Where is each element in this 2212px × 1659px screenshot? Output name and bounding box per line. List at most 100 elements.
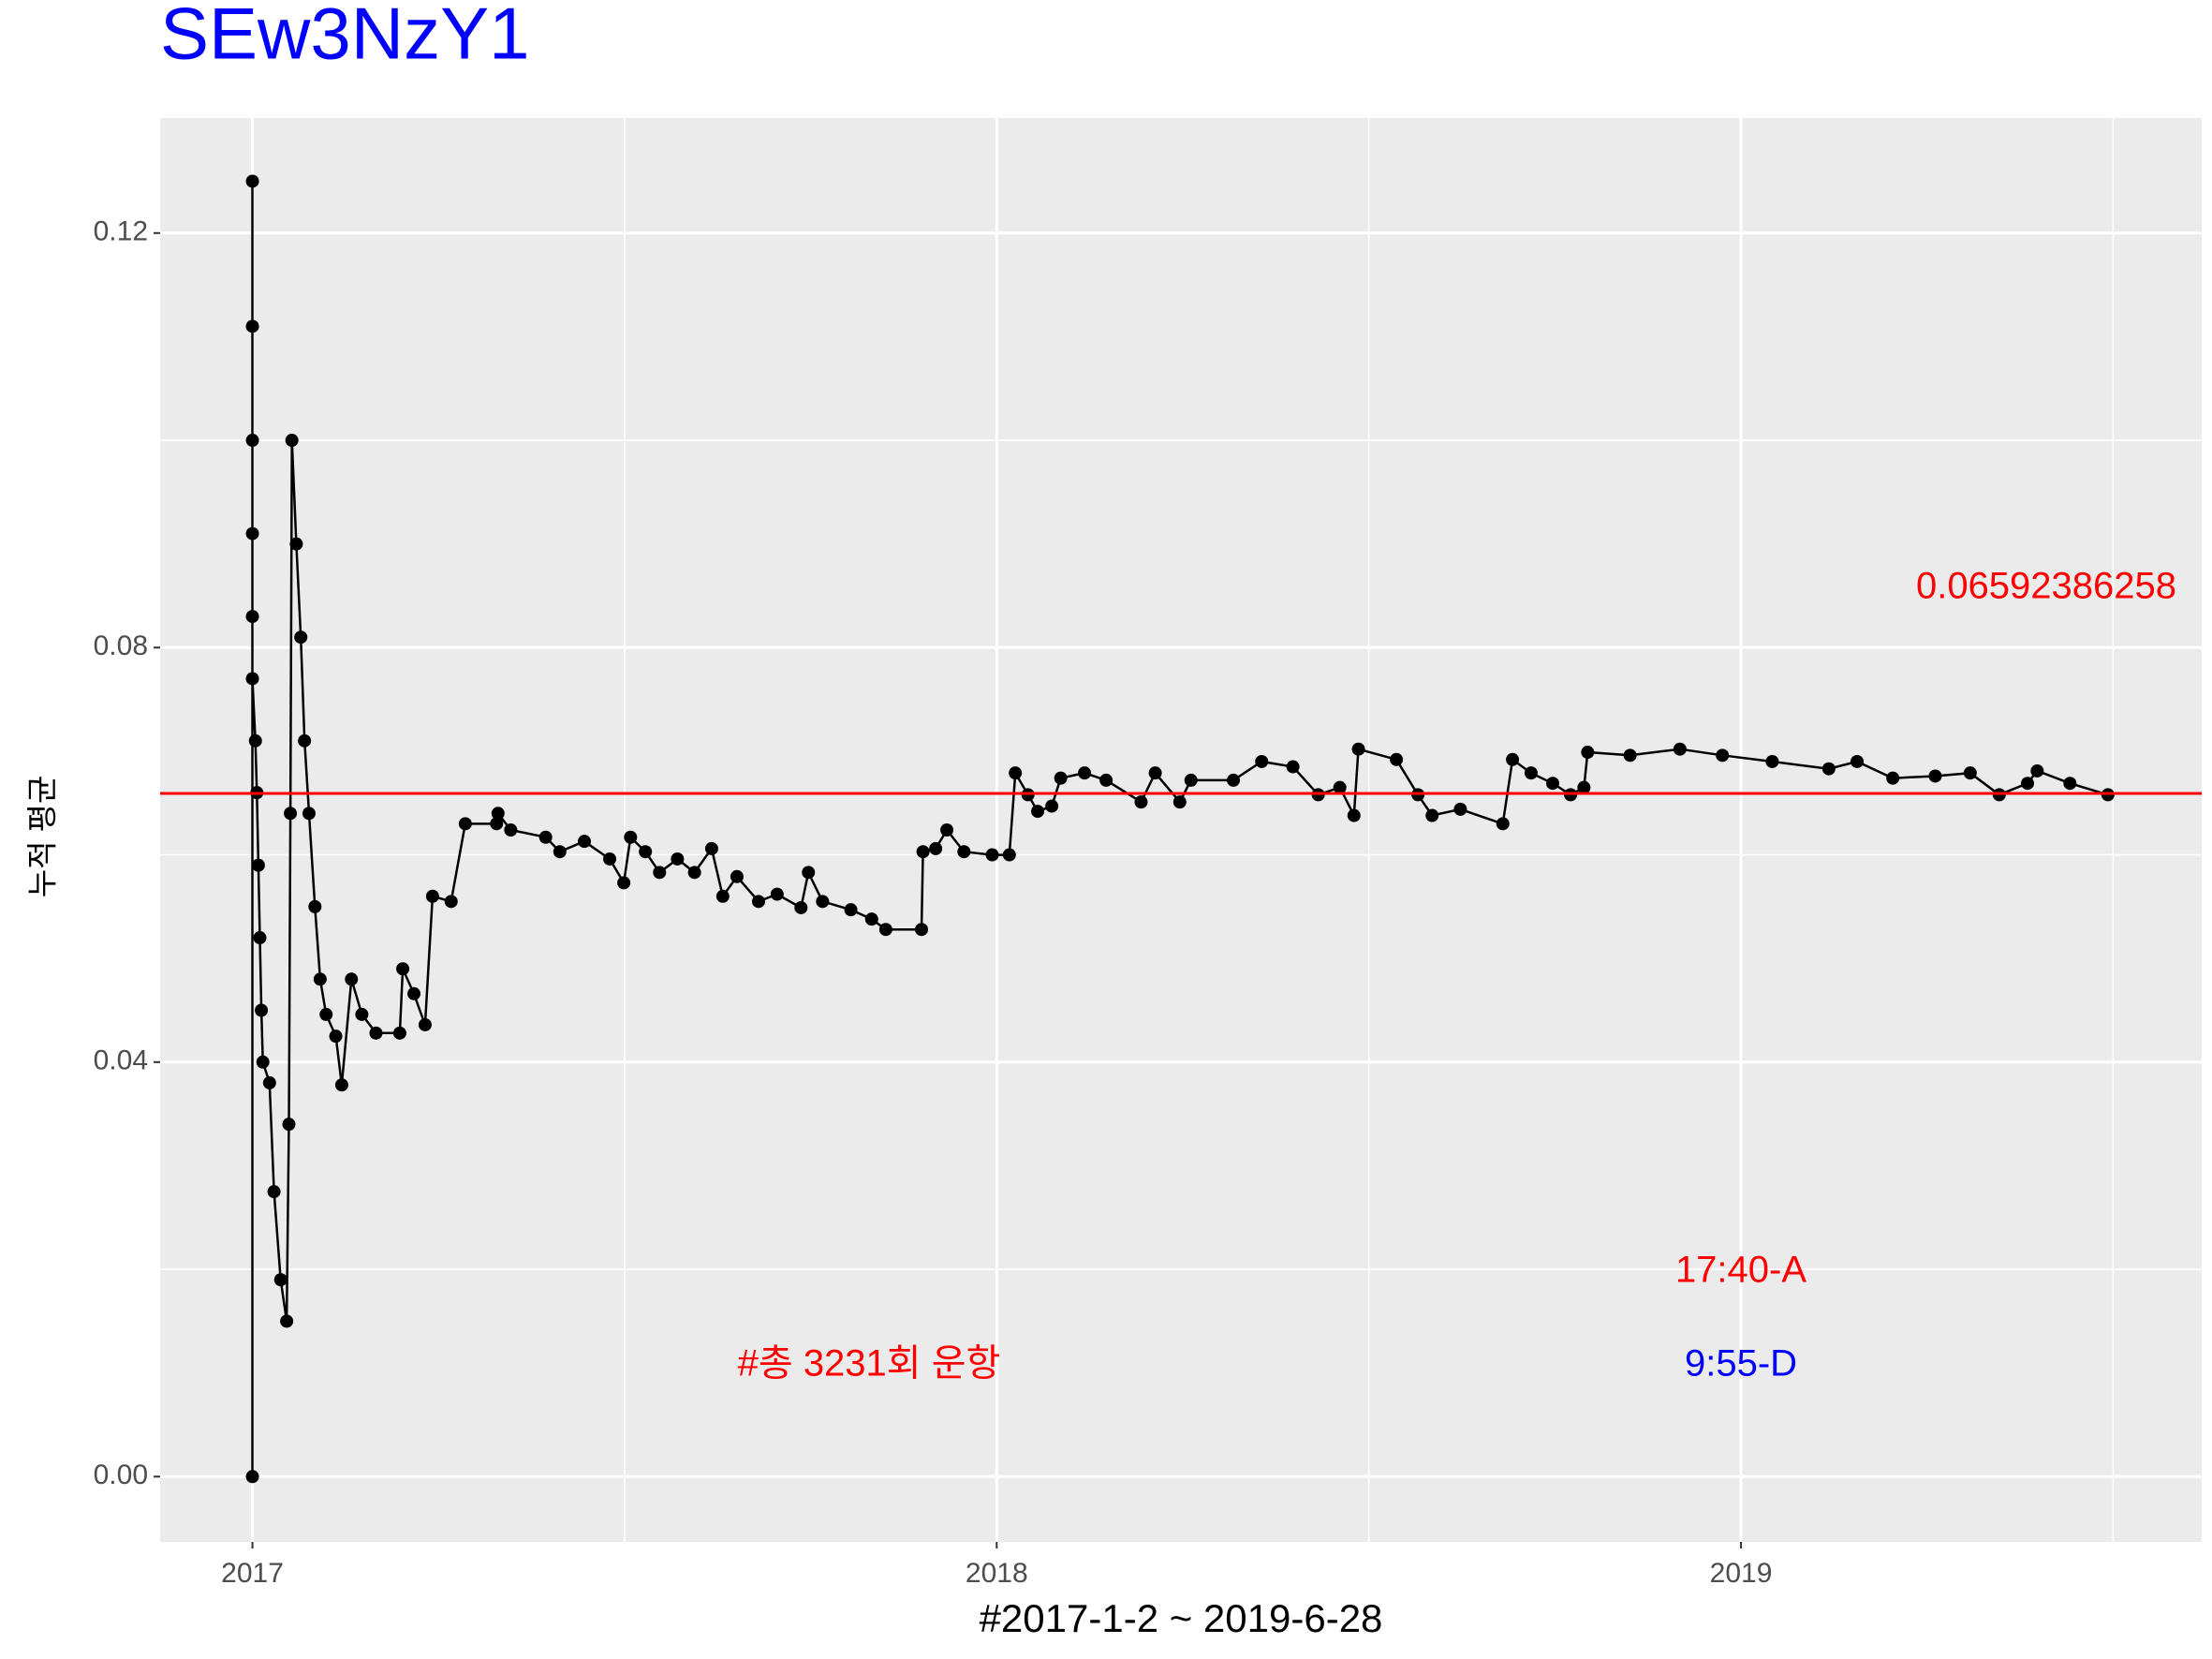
chart-title: SEw3NzY1 — [160, 0, 530, 75]
point — [1453, 802, 1467, 816]
point — [1054, 771, 1068, 785]
point — [273, 1273, 288, 1287]
panel — [160, 118, 2202, 1542]
point — [1425, 808, 1439, 822]
point — [1172, 795, 1187, 809]
point — [418, 1017, 432, 1031]
point — [704, 841, 718, 855]
point — [245, 319, 259, 333]
point — [504, 823, 518, 837]
point — [1255, 754, 1269, 768]
point — [1227, 773, 1241, 787]
point — [245, 174, 259, 188]
point — [2063, 777, 2077, 791]
point — [538, 830, 553, 844]
point — [1134, 795, 1148, 809]
point — [1099, 773, 1113, 787]
point — [294, 630, 308, 644]
point — [1673, 742, 1687, 756]
point — [1286, 760, 1300, 774]
point — [1886, 771, 1900, 785]
point — [578, 835, 592, 849]
point — [1581, 746, 1595, 760]
point — [458, 817, 472, 831]
point — [816, 895, 830, 909]
point — [2021, 777, 2035, 791]
point — [253, 931, 267, 945]
point — [687, 866, 701, 880]
point — [407, 986, 421, 1000]
point — [255, 1003, 269, 1017]
point — [864, 912, 878, 926]
point — [1002, 848, 1016, 862]
x-tick-label: 2018 — [966, 1558, 1028, 1589]
point — [802, 866, 816, 880]
annotation: 17:40-A — [1675, 1250, 1806, 1291]
point — [267, 1185, 281, 1199]
point — [985, 848, 999, 862]
point — [444, 895, 458, 909]
point — [1009, 766, 1023, 780]
point — [262, 1075, 276, 1089]
point — [289, 537, 303, 551]
point — [329, 1029, 343, 1044]
point — [490, 817, 504, 831]
point — [1765, 754, 1779, 768]
point — [256, 1055, 270, 1069]
point — [639, 845, 653, 859]
y-tick-label: 0.00 — [94, 1459, 148, 1490]
point — [392, 1026, 406, 1040]
point — [1347, 808, 1361, 822]
point — [1716, 748, 1730, 763]
point — [1496, 817, 1510, 831]
point — [751, 895, 765, 909]
point — [248, 733, 262, 748]
x-tick-label: 2017 — [221, 1558, 284, 1589]
point — [730, 869, 744, 883]
point — [878, 923, 892, 937]
point — [282, 1118, 296, 1132]
point — [245, 1470, 259, 1484]
point — [844, 903, 858, 917]
point — [245, 434, 259, 448]
point — [1333, 780, 1347, 794]
point — [1390, 752, 1404, 766]
point — [957, 845, 971, 859]
point — [940, 823, 954, 837]
point — [553, 845, 567, 859]
point — [491, 807, 505, 821]
annotation: 9:55-D — [1685, 1343, 1797, 1385]
point — [1351, 742, 1365, 756]
point — [308, 899, 322, 913]
point — [251, 858, 265, 872]
point — [280, 1314, 294, 1328]
point — [285, 434, 299, 448]
point — [245, 672, 259, 686]
point — [302, 807, 316, 821]
point — [1506, 752, 1520, 766]
point — [1184, 773, 1198, 787]
reference-label: 0.06592386258 — [1916, 566, 2176, 607]
point — [2030, 763, 2044, 778]
point — [1963, 766, 1977, 780]
point — [334, 1078, 348, 1092]
point — [770, 887, 784, 901]
point — [313, 972, 327, 986]
point — [1524, 766, 1538, 780]
point — [345, 972, 359, 986]
point — [1031, 805, 1045, 819]
point — [617, 876, 631, 890]
point — [1928, 769, 1942, 783]
point — [915, 923, 929, 937]
x-axis-title: #2017-1-2 ~ 2019-6-28 — [980, 1596, 1383, 1640]
point — [319, 1007, 333, 1021]
point — [245, 526, 259, 541]
point — [1078, 766, 1092, 780]
point — [929, 841, 943, 855]
point — [425, 889, 439, 903]
y-tick-label: 0.12 — [94, 216, 148, 247]
point — [369, 1026, 383, 1040]
y-tick-label: 0.08 — [94, 630, 148, 661]
